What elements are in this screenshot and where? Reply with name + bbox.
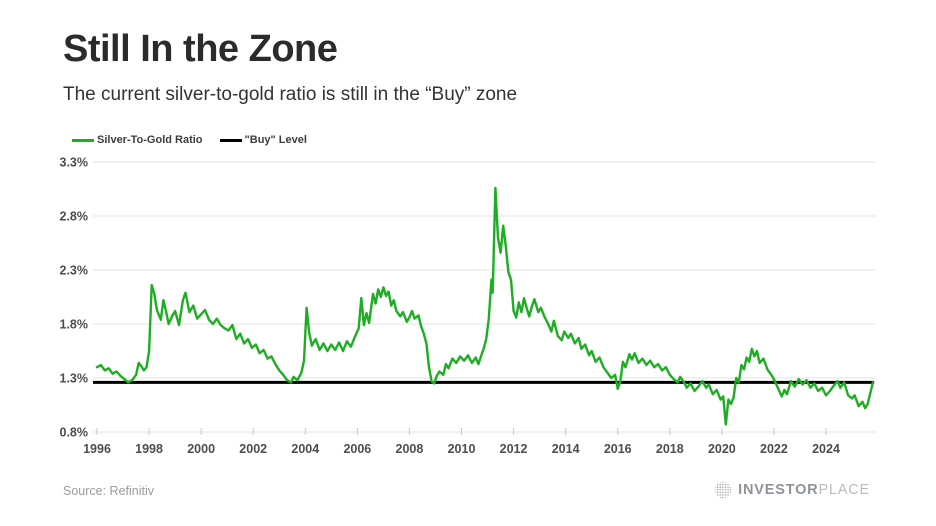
logo-text-place: PLACE — [818, 482, 870, 498]
buy-level-swatch — [219, 138, 242, 142]
legend-item-buy-level: "Buy" Level — [219, 134, 307, 146]
svg-text:2008: 2008 — [396, 442, 424, 456]
svg-text:2.8%: 2.8% — [60, 210, 89, 224]
logo-wordmark: INVESTORPLACE — [738, 482, 870, 498]
svg-text:2010: 2010 — [448, 442, 476, 456]
svg-text:2014: 2014 — [552, 442, 580, 456]
x-axis: 1996 1998 2000 2002 2004 2006 2008 2010 2012 2014… — [83, 428, 840, 456]
page-subtitle: The current silver-to-gold ratio is stil… — [63, 84, 518, 105]
svg-text:2016: 2016 — [604, 442, 632, 456]
globe-icon — [714, 481, 732, 499]
svg-text:2024: 2024 — [812, 442, 840, 456]
svg-text:3.3%: 3.3% — [60, 156, 89, 170]
legend-label-buy-level: "Buy" Level — [244, 134, 307, 146]
gridlines-and-y-axis: 3.3% 2.8% 2.3% 1.8% 1.3% 0.8% — [60, 156, 876, 440]
svg-text:2020: 2020 — [708, 442, 736, 456]
svg-text:1998: 1998 — [135, 442, 163, 456]
legend-item-ratio: Silver-To-Gold Ratio — [72, 134, 203, 146]
svg-text:2000: 2000 — [187, 442, 215, 456]
logo-text-investor: INVESTOR — [738, 482, 819, 498]
investorplace-logo: INVESTORPLACE — [714, 481, 870, 499]
legend-label-ratio: Silver-To-Gold Ratio — [97, 134, 203, 146]
chart-legend: Silver-To-Gold Ratio "Buy" Level — [72, 134, 307, 146]
svg-text:2012: 2012 — [500, 442, 528, 456]
svg-text:0.8%: 0.8% — [60, 426, 89, 440]
svg-text:2004: 2004 — [291, 442, 319, 456]
svg-text:1.3%: 1.3% — [60, 372, 89, 386]
svg-text:1.8%: 1.8% — [60, 318, 89, 332]
svg-text:2006: 2006 — [343, 442, 371, 456]
svg-text:2022: 2022 — [760, 442, 788, 456]
svg-text:2018: 2018 — [656, 442, 684, 456]
svg-text:1996: 1996 — [83, 442, 111, 456]
page-title: Still In the Zone — [63, 28, 338, 70]
svg-text:2002: 2002 — [239, 442, 267, 456]
source-note: Source: Refinitiv — [63, 484, 155, 498]
ratio-line-swatch — [72, 138, 94, 142]
ratio-series-line — [95, 186, 875, 426]
svg-text:2.3%: 2.3% — [60, 264, 89, 278]
